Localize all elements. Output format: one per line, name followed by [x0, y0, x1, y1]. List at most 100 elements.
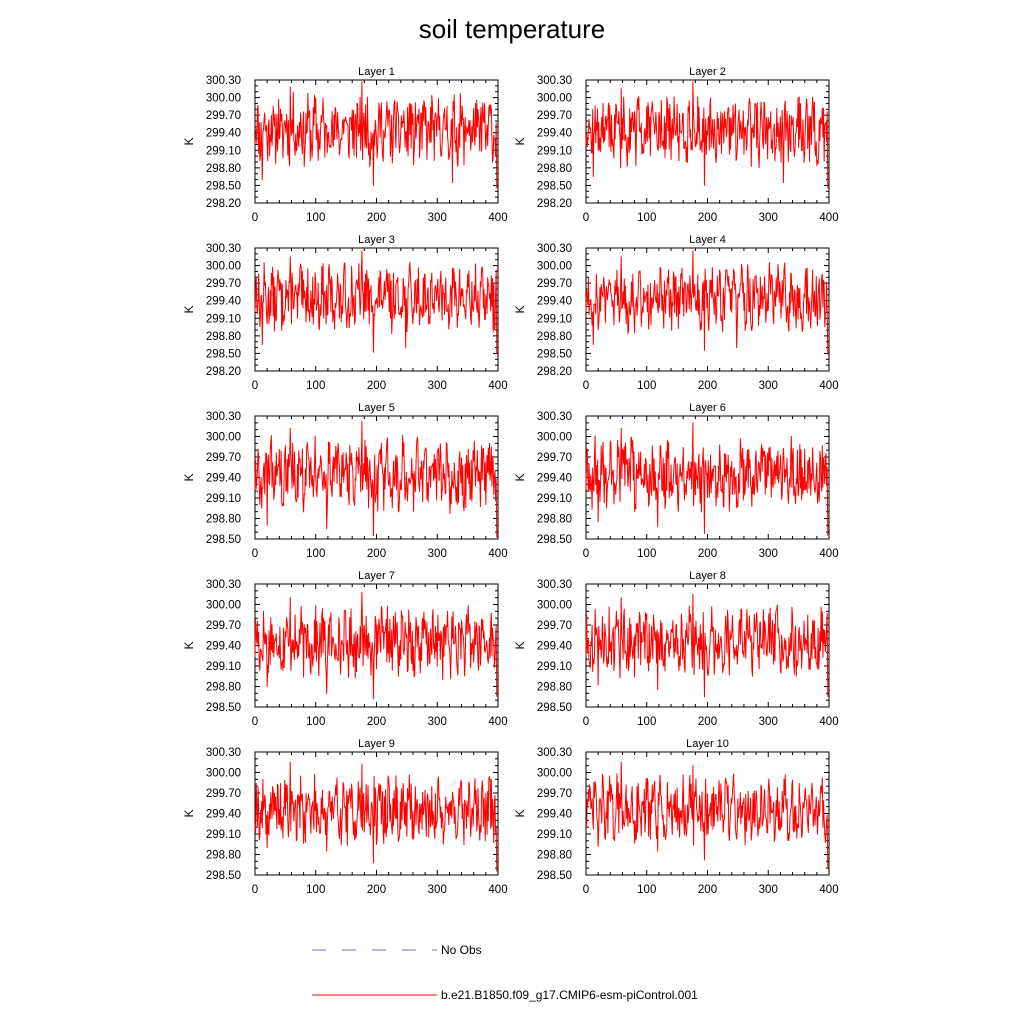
y-tick-label: 299.70 — [206, 110, 241, 122]
series-line — [254, 81, 498, 189]
x-tick-label: 0 — [583, 212, 589, 224]
y-tick-label: 298.80 — [206, 331, 241, 343]
y-tick-label: 298.20 — [206, 198, 241, 210]
panel-title: Layer 8 — [689, 570, 726, 582]
x-tick-label: 400 — [819, 884, 838, 896]
y-tick-label: 300.30 — [206, 747, 241, 759]
x-tick-label: 100 — [306, 884, 325, 896]
y-tick-label: 299.40 — [206, 128, 241, 140]
y-tick-label: 299.70 — [537, 620, 572, 632]
legend-obs-label: No Obs — [441, 943, 482, 957]
x-tick-label: 100 — [637, 380, 656, 392]
series-line — [254, 591, 498, 700]
x-tick-label: 300 — [428, 884, 447, 896]
y-tick-label: 300.30 — [206, 579, 241, 591]
y-tick-label: 299.10 — [537, 313, 572, 325]
y-tick-label: 300.00 — [537, 93, 572, 105]
y-tick-label: 298.20 — [537, 198, 572, 210]
y-tick-label: 298.50 — [206, 870, 241, 882]
y-tick-label: 298.50 — [206, 180, 241, 192]
y-tick-label: 300.00 — [537, 600, 572, 612]
series-line — [585, 250, 829, 355]
panel-layer-3: Layer 3 K 298.20 298.50 298.80 299.10 299.40 29… — [182, 234, 508, 392]
x-tick-label: 400 — [819, 716, 838, 728]
x-tick-label: 0 — [583, 548, 589, 560]
y-tick-label: 299.10 — [206, 313, 241, 325]
x-tick-label: 400 — [819, 212, 838, 224]
x-tick-label: 300 — [428, 380, 447, 392]
y-axis-label: K — [182, 305, 196, 313]
x-tick-label: 200 — [367, 884, 386, 896]
y-tick-label: 299.70 — [537, 452, 572, 464]
x-tick-label: 100 — [306, 716, 325, 728]
panel-title: Layer 3 — [358, 234, 395, 246]
x-tick-label: 200 — [367, 380, 386, 392]
y-axis-label: K — [513, 305, 527, 313]
x-tick-label: 300 — [759, 716, 778, 728]
y-axis-label: K — [513, 473, 527, 481]
y-tick-label: 299.70 — [206, 620, 241, 632]
legend: No Obs b.e21.B1850.f09_g17.CMIP6-esm-piCo… — [312, 943, 698, 1002]
x-tick-label: 400 — [488, 548, 507, 560]
y-tick-label: 299.70 — [537, 278, 572, 290]
x-tick-label: 0 — [252, 380, 258, 392]
y-tick-label: 299.10 — [206, 661, 241, 673]
y-tick-label: 298.50 — [206, 534, 241, 546]
x-tick-label: 100 — [306, 380, 325, 392]
figure-title: soil temperature — [418, 14, 606, 44]
series-line — [254, 761, 498, 872]
y-tick-label: 298.50 — [206, 348, 241, 360]
y-tick-label: 300.00 — [206, 600, 241, 612]
y-tick-label: 298.80 — [206, 850, 241, 862]
y-tick-label: 299.70 — [206, 452, 241, 464]
x-tick-label: 300 — [759, 212, 778, 224]
y-tick-label: 299.40 — [537, 641, 572, 653]
y-tick-label: 298.80 — [537, 514, 572, 526]
series-line — [254, 250, 498, 354]
y-tick-label: 300.30 — [537, 411, 572, 423]
x-tick-label: 400 — [488, 716, 507, 728]
y-axis-label: K — [513, 809, 527, 817]
y-tick-label: 298.50 — [206, 702, 241, 714]
x-tick-label: 200 — [698, 716, 717, 728]
x-tick-label: 300 — [428, 716, 447, 728]
panel-layer-7: Layer 7 K 298.50 298.80 299.10 299.40 299.70 30… — [182, 570, 508, 728]
y-tick-label: 298.50 — [537, 870, 572, 882]
panel-layer-8: Layer 8 K 298.50 298.80 299.10 299.40 299.70 30… — [513, 570, 839, 728]
x-tick-label: 400 — [488, 212, 507, 224]
y-tick-label: 299.10 — [537, 829, 572, 841]
y-tick-label: 299.40 — [206, 296, 241, 308]
y-tick-label: 298.50 — [537, 534, 572, 546]
x-tick-label: 300 — [759, 548, 778, 560]
y-tick-label: 298.80 — [206, 682, 241, 694]
y-tick-label: 300.00 — [206, 261, 241, 273]
legend-model-label: b.e21.B1850.f09_g17.CMIP6-esm-piControl.… — [441, 988, 698, 1002]
y-tick-label: 298.20 — [537, 366, 572, 378]
x-tick-label: 0 — [583, 884, 589, 896]
panel-title: Layer 2 — [689, 66, 726, 78]
y-axis-label: K — [182, 809, 196, 817]
x-tick-label: 100 — [637, 548, 656, 560]
panel-layer-2: Layer 2 K 298.20 298.50 298.80 299.10 299.40 29… — [513, 66, 839, 224]
panel-title: Layer 1 — [358, 66, 395, 78]
y-axis-label: K — [182, 473, 196, 481]
y-tick-label: 298.80 — [537, 682, 572, 694]
x-tick-label: 0 — [252, 884, 258, 896]
y-tick-label: 300.30 — [206, 243, 241, 255]
y-tick-label: 299.70 — [206, 278, 241, 290]
y-axis-label: K — [513, 137, 527, 145]
y-tick-label: 299.10 — [206, 493, 241, 505]
y-axis-label: K — [182, 137, 196, 145]
panel-layer-1: Layer 1 K 298.20 298.50 298.80 299.10 299.40 29… — [182, 66, 508, 224]
x-tick-label: 400 — [488, 884, 507, 896]
panel-layer-5: Layer 5 K 298.50 298.80 299.10 299.40 299.70 30… — [182, 402, 508, 560]
y-tick-label: 299.70 — [206, 788, 241, 800]
x-tick-label: 200 — [698, 548, 717, 560]
panel-title: Layer 7 — [358, 570, 395, 582]
y-tick-label: 299.10 — [537, 493, 572, 505]
x-tick-label: 100 — [306, 548, 325, 560]
series-line — [585, 81, 829, 189]
y-tick-label: 298.80 — [206, 514, 241, 526]
y-tick-label: 300.30 — [537, 579, 572, 591]
x-tick-label: 200 — [698, 380, 717, 392]
